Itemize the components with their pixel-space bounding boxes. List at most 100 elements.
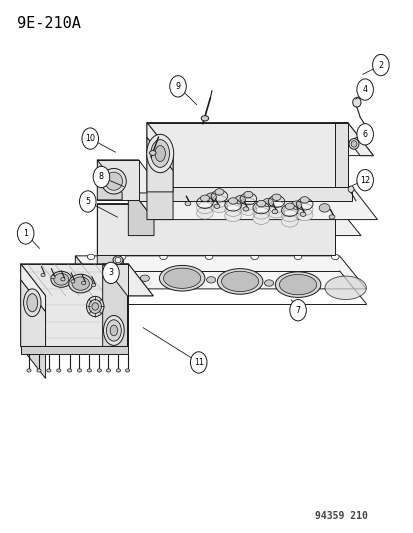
Polygon shape [97, 204, 360, 236]
Ellipse shape [72, 277, 89, 290]
Circle shape [356, 169, 373, 191]
Text: 2: 2 [377, 61, 382, 69]
Ellipse shape [27, 294, 38, 312]
Polygon shape [128, 187, 154, 236]
Ellipse shape [290, 201, 301, 209]
Ellipse shape [101, 168, 126, 194]
Ellipse shape [224, 210, 241, 222]
Polygon shape [97, 160, 138, 200]
Ellipse shape [159, 265, 204, 291]
Polygon shape [97, 160, 122, 200]
Circle shape [169, 76, 186, 97]
Ellipse shape [228, 198, 237, 204]
Ellipse shape [106, 320, 121, 341]
Ellipse shape [103, 316, 124, 345]
Ellipse shape [81, 281, 85, 285]
Ellipse shape [71, 280, 75, 283]
Ellipse shape [67, 369, 71, 372]
Polygon shape [102, 264, 128, 346]
Ellipse shape [146, 134, 173, 173]
Polygon shape [21, 280, 45, 346]
Ellipse shape [27, 369, 31, 372]
Ellipse shape [113, 256, 123, 264]
Ellipse shape [328, 215, 334, 219]
Ellipse shape [110, 325, 117, 336]
Circle shape [372, 54, 388, 76]
Polygon shape [97, 204, 123, 289]
Circle shape [93, 166, 109, 188]
Ellipse shape [117, 270, 126, 276]
Ellipse shape [348, 139, 358, 149]
Ellipse shape [285, 203, 294, 209]
Ellipse shape [77, 369, 81, 372]
Polygon shape [147, 123, 173, 171]
Ellipse shape [347, 186, 353, 192]
Ellipse shape [299, 212, 305, 216]
Polygon shape [75, 256, 366, 289]
Ellipse shape [205, 254, 212, 260]
Ellipse shape [217, 269, 262, 294]
Polygon shape [97, 204, 335, 255]
Ellipse shape [296, 209, 312, 221]
Ellipse shape [350, 141, 356, 147]
Ellipse shape [151, 140, 169, 167]
Ellipse shape [268, 206, 284, 218]
Text: 9E-210A: 9E-210A [17, 16, 80, 31]
Ellipse shape [51, 276, 55, 279]
Ellipse shape [57, 369, 61, 372]
Ellipse shape [271, 194, 280, 200]
Ellipse shape [294, 254, 301, 260]
Polygon shape [334, 123, 347, 187]
Ellipse shape [89, 300, 101, 313]
Polygon shape [102, 264, 127, 346]
Text: 9: 9 [175, 82, 180, 91]
Circle shape [356, 79, 373, 100]
Polygon shape [334, 123, 373, 156]
Ellipse shape [211, 201, 227, 213]
Ellipse shape [115, 257, 121, 263]
Ellipse shape [331, 254, 338, 260]
Ellipse shape [159, 254, 167, 260]
Ellipse shape [118, 254, 126, 260]
Ellipse shape [185, 201, 190, 206]
Ellipse shape [299, 197, 309, 203]
Ellipse shape [242, 207, 248, 211]
Circle shape [190, 352, 206, 373]
Polygon shape [128, 187, 351, 201]
Ellipse shape [214, 204, 219, 208]
Ellipse shape [116, 369, 120, 372]
Polygon shape [107, 273, 116, 277]
Ellipse shape [205, 193, 216, 201]
Ellipse shape [97, 369, 101, 372]
Text: 6: 6 [362, 130, 367, 139]
Circle shape [356, 124, 373, 145]
Ellipse shape [24, 289, 41, 317]
Ellipse shape [69, 274, 93, 293]
Ellipse shape [87, 369, 91, 372]
Ellipse shape [87, 254, 95, 260]
Ellipse shape [149, 150, 156, 156]
Text: 94359 210: 94359 210 [314, 511, 367, 521]
Ellipse shape [275, 272, 320, 297]
Circle shape [79, 191, 96, 212]
Polygon shape [21, 346, 128, 354]
Ellipse shape [200, 195, 209, 201]
Polygon shape [75, 256, 102, 304]
Text: 12: 12 [359, 176, 369, 184]
Ellipse shape [61, 278, 65, 281]
Text: 10: 10 [85, 134, 95, 143]
Ellipse shape [163, 268, 200, 288]
Circle shape [82, 128, 98, 149]
Polygon shape [21, 264, 128, 346]
Ellipse shape [279, 274, 316, 295]
Ellipse shape [106, 369, 110, 372]
Ellipse shape [54, 273, 69, 285]
Text: 5: 5 [85, 197, 90, 206]
Ellipse shape [318, 204, 329, 212]
Ellipse shape [264, 280, 273, 286]
Ellipse shape [105, 172, 122, 190]
Circle shape [102, 262, 119, 284]
Circle shape [17, 223, 34, 244]
Ellipse shape [128, 273, 137, 279]
Ellipse shape [206, 277, 215, 283]
